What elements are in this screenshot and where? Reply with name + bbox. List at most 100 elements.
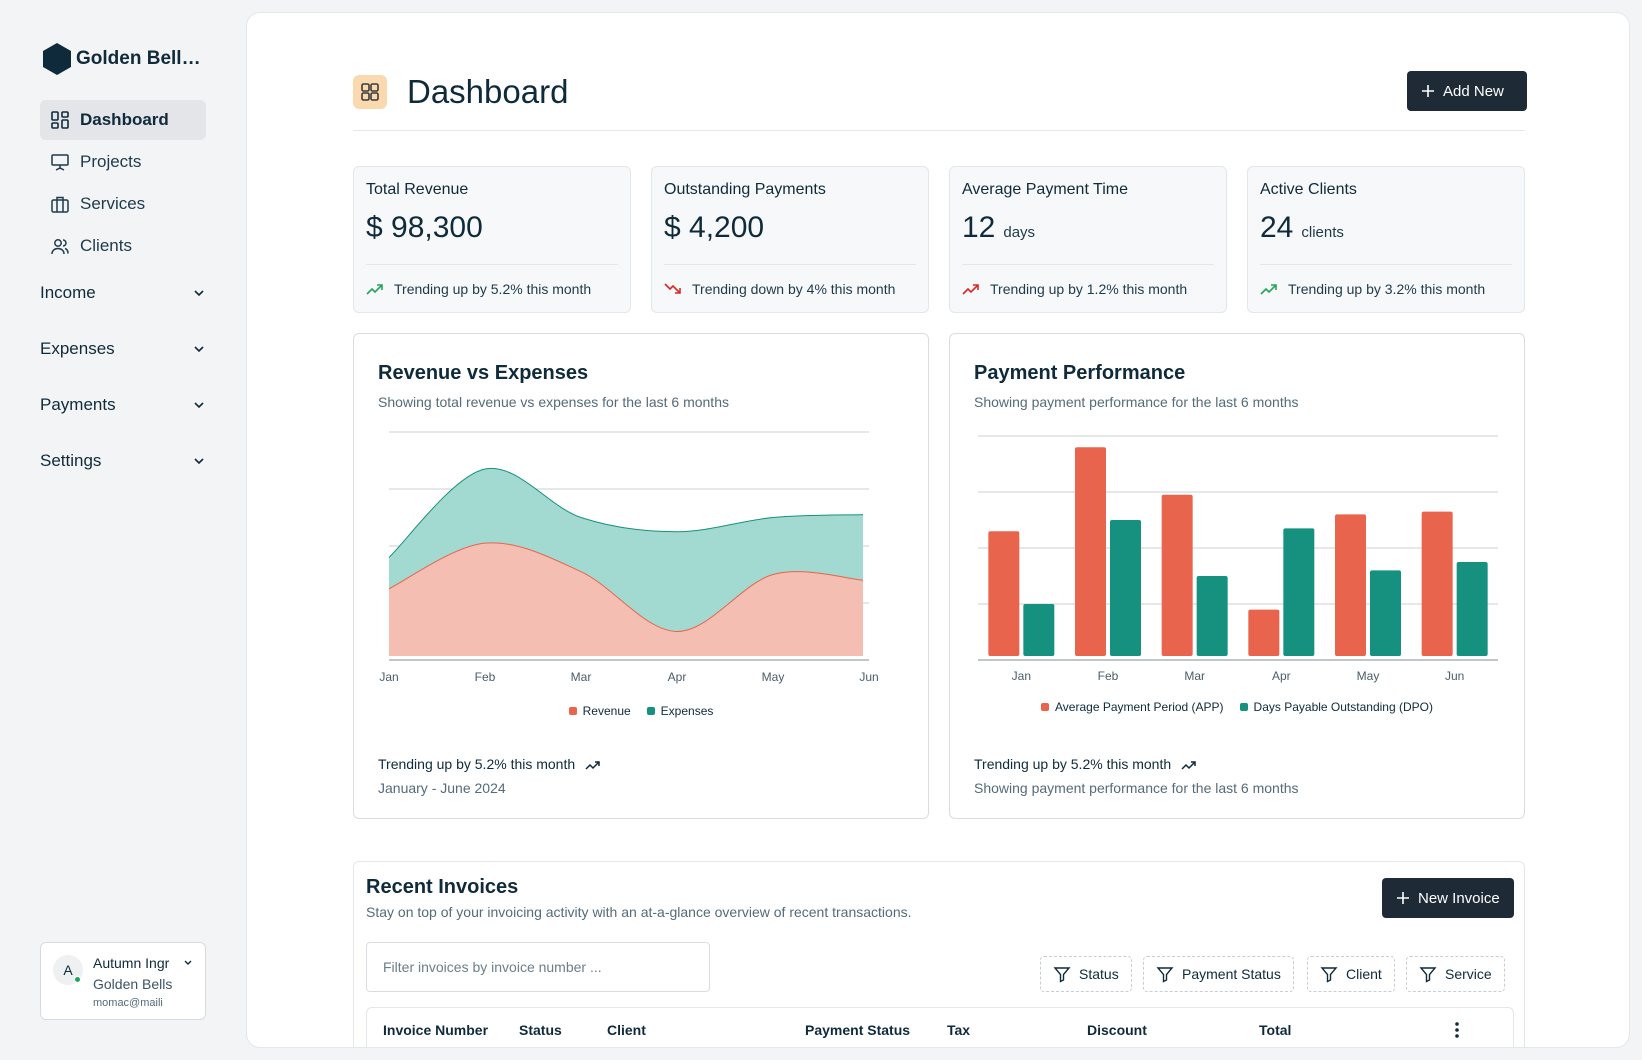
stat-title: Active Clients <box>1260 181 1357 198</box>
legend-swatch <box>646 707 655 715</box>
bar-chart: Jan Feb Mar Apr May Jun <box>978 435 1498 683</box>
stat-trend: Trending down by 4% this month <box>664 281 895 297</box>
legend-item-expenses: Expenses <box>646 704 713 718</box>
stat-unit: days <box>1003 224 1036 241</box>
chevron-down-icon <box>184 960 192 965</box>
user-name: Autumn Ingr <box>93 955 170 971</box>
trending-up-icon <box>585 761 600 770</box>
footer-trend-text: Trending up by 5.2% this month <box>378 756 576 772</box>
x-tick-label: Apr <box>668 670 687 684</box>
bar-app <box>1075 447 1106 656</box>
card-footer-trend: Trending up by 5.2% this month <box>378 756 601 772</box>
sidebar-group-income[interactable]: Income <box>40 283 206 303</box>
footer-trend-text: Trending up by 5.2% this month <box>974 756 1172 772</box>
column-header-discount[interactable]: Discount <box>1087 1022 1147 1038</box>
x-tick-label: Jan <box>1012 669 1031 683</box>
online-status-dot <box>74 976 81 983</box>
filter-label: Client <box>1346 966 1382 982</box>
more-vertical-icon[interactable] <box>1447 1020 1467 1040</box>
stat-title: Average Payment Time <box>962 181 1129 198</box>
column-header-status[interactable]: Status <box>519 1022 562 1038</box>
stat-card-total-revenue: Total Revenue $ 98,300 Trending up by 5.… <box>353 166 631 313</box>
legend-item-app: Average Payment Period (APP) <box>1041 700 1224 714</box>
brand[interactable]: Golden Bells I... <box>42 42 206 76</box>
filter-client-button[interactable]: Client <box>1307 956 1395 992</box>
stat-number: $ 98,300 <box>366 211 483 244</box>
sidebar-group-payments[interactable]: Payments <box>40 395 206 415</box>
column-header-payment-status[interactable]: Payment Status <box>805 1022 911 1038</box>
stat-title: Outstanding Payments <box>664 181 826 198</box>
sidebar-item-services[interactable]: Services <box>40 184 206 224</box>
x-tick-label: Jun <box>1445 669 1464 683</box>
sidebar-group-settings[interactable]: Settings <box>40 451 206 471</box>
stat-trend-text: Trending up by 3.2% this month <box>1288 281 1486 297</box>
main-panel: Dashboard Add New Total Revenue $ 98,300… <box>246 12 1630 1048</box>
stat-title: Total Revenue <box>366 181 469 198</box>
bar-dpo <box>1110 520 1141 656</box>
sidebar-nav: Dashboard Projects Services Clients <box>40 100 206 268</box>
user-menu[interactable]: A Autumn Ingr Golden Bells momac@maili <box>40 942 206 1020</box>
chevron-down-icon <box>194 402 204 409</box>
divider <box>366 264 618 265</box>
bar-app <box>1161 494 1193 656</box>
revenue-expenses-card: Revenue vs Expenses Showing total revenu… <box>353 333 929 819</box>
legend-swatch <box>1239 703 1248 711</box>
filter-label: Payment Status <box>1182 966 1281 982</box>
hexagon-logo-icon <box>43 43 71 75</box>
sidebar-item-clients[interactable]: Clients <box>40 226 206 266</box>
x-tick-label: Jan <box>379 670 398 684</box>
trending-up-icon <box>962 284 979 295</box>
sidebar-item-projects[interactable]: Projects <box>40 142 206 182</box>
dashboard-icon <box>51 111 69 129</box>
page-title: Dashboard <box>407 73 569 110</box>
add-new-button[interactable]: Add New <box>1407 71 1527 111</box>
plus-icon <box>1422 85 1434 97</box>
card-subtitle: Showing total revenue vs expenses for th… <box>378 394 729 410</box>
filter-icon <box>1419 967 1437 983</box>
line-series-expenses <box>388 467 864 558</box>
chevron-down-icon <box>194 346 204 353</box>
filter-payment-status-button[interactable]: Payment Status <box>1143 956 1294 992</box>
bar-dpo <box>1196 576 1228 656</box>
area-series-revenue <box>389 542 863 656</box>
stat-card-active-clients: Active Clients 24 clients Trending up by … <box>1247 166 1525 313</box>
bar-app <box>988 531 1020 656</box>
x-tick-label: May <box>1357 669 1380 683</box>
filter-status-button[interactable]: Status <box>1040 956 1132 992</box>
sidebar-item-dashboard[interactable]: Dashboard <box>40 100 206 140</box>
x-tick-label: Mar <box>571 670 592 684</box>
avatar: A <box>53 955 83 985</box>
new-invoice-button[interactable]: New Invoice <box>1382 878 1514 918</box>
card-title: Payment Performance <box>974 362 1186 384</box>
avatar-initial: A <box>63 962 73 978</box>
x-tick-label: Apr <box>1272 669 1291 683</box>
filter-icon <box>1320 967 1338 983</box>
column-header-client[interactable]: Client <box>607 1022 646 1038</box>
filter-service-button[interactable]: Service <box>1406 956 1505 992</box>
bar-app <box>1248 609 1280 656</box>
sidebar-item-label: Clients <box>80 236 132 255</box>
sidebar-group-label: Expenses <box>40 339 115 358</box>
x-tick-label: Jun <box>859 670 878 684</box>
presentation-icon <box>51 154 69 171</box>
stat-trend: Trending up by 3.2% this month <box>1260 281 1485 297</box>
x-tick-label: Mar <box>1184 669 1205 683</box>
section-subtitle: Stay on top of your invoicing activity w… <box>366 904 912 920</box>
divider <box>962 264 1214 265</box>
sidebar-group-expenses[interactable]: Expenses <box>40 339 206 359</box>
invoice-filter-input[interactable] <box>366 942 710 992</box>
sidebar-item-label: Projects <box>80 152 142 171</box>
legend-item-revenue: Revenue <box>568 704 631 718</box>
card-title: Revenue vs Expenses <box>378 362 589 384</box>
chevron-down-icon <box>194 290 204 297</box>
legend-item-dpo: Days Payable Outstanding (DPO) <box>1239 700 1433 714</box>
user-email: momac@maili <box>93 997 163 1009</box>
card-footer-range: Showing payment performance for the last… <box>974 780 1299 796</box>
filter-label: Status <box>1079 966 1119 982</box>
filter-icon <box>1053 967 1071 983</box>
stat-trend-text: Trending up by 5.2% this month <box>394 281 592 297</box>
column-header-total[interactable]: Total <box>1259 1022 1292 1038</box>
column-header-invoice-number[interactable]: Invoice Number <box>383 1022 489 1038</box>
stat-value: 12 days <box>962 211 1035 245</box>
column-header-tax[interactable]: Tax <box>947 1022 971 1038</box>
